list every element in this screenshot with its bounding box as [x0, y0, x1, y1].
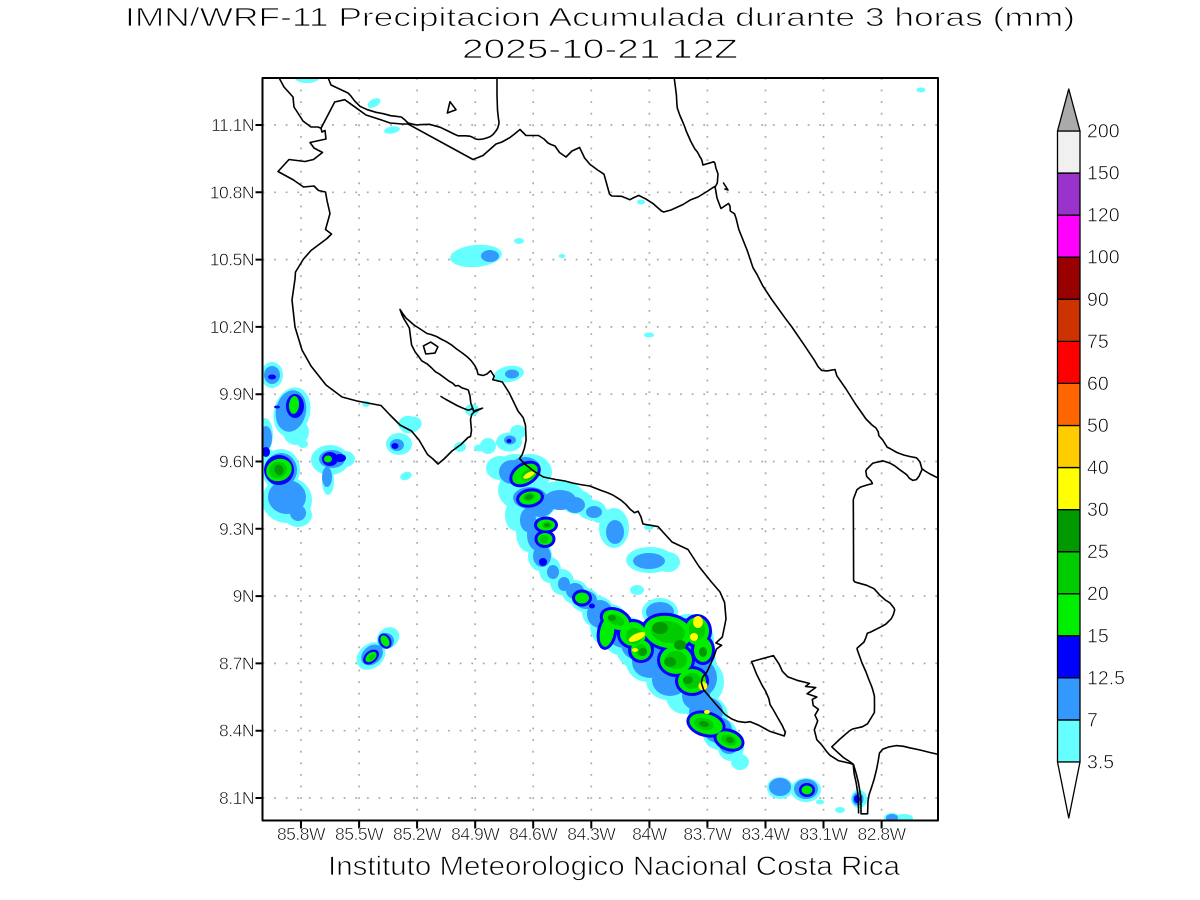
svg-text:82.8W: 82.8W	[858, 824, 907, 844]
svg-text:83.7W: 83.7W	[683, 824, 732, 844]
svg-text:8.1N: 8.1N	[219, 788, 254, 808]
svg-text:150: 150	[1087, 163, 1120, 185]
svg-text:15: 15	[1087, 625, 1109, 647]
svg-text:9.3N: 9.3N	[219, 519, 254, 539]
svg-text:20: 20	[1087, 583, 1109, 605]
svg-text:83.4W: 83.4W	[741, 824, 790, 844]
svg-text:9.9N: 9.9N	[219, 384, 254, 404]
svg-text:84.6W: 84.6W	[509, 824, 558, 844]
svg-text:25: 25	[1087, 541, 1109, 563]
svg-text:7: 7	[1087, 709, 1098, 731]
svg-text:9.6N: 9.6N	[219, 452, 254, 472]
svg-text:IMN/WRF-11 Precipitacion Acumu: IMN/WRF-11 Precipitacion Acumulada duran…	[125, 2, 1075, 32]
svg-text:83.1W: 83.1W	[799, 824, 848, 844]
svg-text:10.5N: 10.5N	[210, 250, 254, 270]
svg-text:Instituto Meteorologico Nacion: Instituto Meteorologico Nacional Costa R…	[328, 851, 901, 881]
svg-text:40: 40	[1087, 457, 1109, 479]
svg-text:200: 200	[1087, 121, 1120, 143]
svg-text:50: 50	[1087, 415, 1109, 437]
svg-text:84.9W: 84.9W	[451, 824, 500, 844]
svg-text:120: 120	[1087, 205, 1120, 227]
svg-text:85.2W: 85.2W	[393, 824, 442, 844]
svg-text:2025-10-21 12Z: 2025-10-21 12Z	[462, 34, 738, 64]
svg-text:12.5: 12.5	[1087, 667, 1125, 689]
svg-text:84W: 84W	[632, 824, 667, 844]
svg-text:90: 90	[1087, 289, 1109, 311]
svg-text:85.8W: 85.8W	[277, 824, 326, 844]
svg-text:10.2N: 10.2N	[210, 317, 254, 337]
svg-text:100: 100	[1087, 247, 1120, 269]
svg-text:11.1N: 11.1N	[211, 115, 254, 135]
svg-text:60: 60	[1087, 373, 1109, 395]
svg-text:10.8N: 10.8N	[210, 182, 254, 202]
svg-text:8.4N: 8.4N	[219, 721, 254, 741]
svg-text:9N: 9N	[233, 586, 254, 606]
svg-text:75: 75	[1087, 331, 1109, 353]
svg-text:8.7N: 8.7N	[219, 653, 254, 673]
svg-text:30: 30	[1087, 499, 1109, 521]
svg-text:3.5: 3.5	[1087, 752, 1114, 774]
svg-text:84.3W: 84.3W	[567, 824, 616, 844]
svg-text:85.5W: 85.5W	[335, 824, 384, 844]
